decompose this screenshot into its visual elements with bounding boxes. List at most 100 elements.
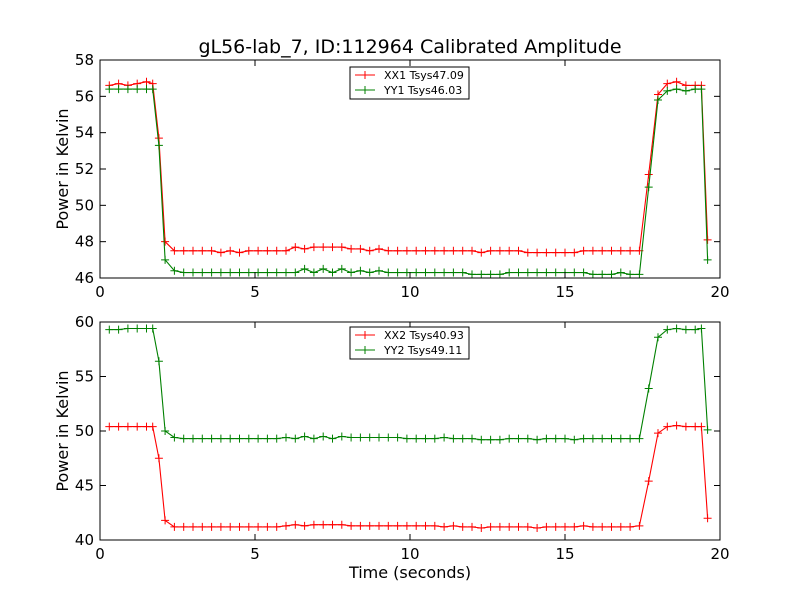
data-point [430,434,439,443]
data-point [282,521,290,530]
data-point [542,434,551,443]
data-point [216,268,225,277]
data-point [505,268,514,277]
data-point [235,248,244,257]
data-point [272,246,281,255]
data-point [123,85,132,94]
data-point [588,434,597,443]
data-point [598,270,607,278]
data-point [337,243,346,252]
data-point [412,268,421,277]
x-tick-label: 10 [400,283,419,301]
legend-label: XX2 Tsys40.93 [384,329,464,342]
data-point [170,433,179,442]
data-point [654,95,662,104]
data-point [598,434,607,443]
plot-area [105,324,712,533]
data-point [703,425,712,434]
data-point [347,244,356,253]
data-point [170,246,179,255]
chart-title: gL56-lab_7, ID:112964 Calibrated Amplitu… [198,36,621,58]
y-tick-label: 45 [75,477,94,495]
data-point [449,521,458,530]
data-point [263,246,272,255]
data-point [533,248,542,257]
data-point [412,434,421,443]
data-point [570,268,579,277]
data-point [189,434,197,443]
data-point [244,246,253,255]
data-point [384,433,393,442]
data-point [309,520,318,529]
plot-area [105,77,712,278]
data-point [207,246,216,255]
data-point [579,246,588,255]
data-point [207,434,216,443]
bottom-panel: 0 5 10 15 20 40 45 50 55 60 Power in Kelvin Time (s… [53,313,730,582]
series-line-1-1 [109,81,709,254]
data-point [179,522,188,531]
data-point [616,522,625,531]
data-point [337,432,346,441]
data-point [533,435,542,444]
y-tick-label: 46 [75,269,94,287]
data-point [402,246,411,255]
data-point [402,434,411,443]
x-tick-label: 5 [250,283,260,301]
data-point [523,268,532,277]
data-point [468,522,476,531]
data-point [123,422,132,431]
data-point [319,243,328,252]
data-point [477,524,486,533]
data-point [421,434,430,443]
data-point [495,522,504,531]
data-point [579,268,588,277]
data-point [533,268,542,277]
data-point [681,422,690,431]
data-point [542,248,551,257]
data-point [654,429,662,438]
data-point [216,434,225,443]
data-point [207,522,216,531]
data-point [319,432,328,441]
data-point [244,522,253,531]
data-point [495,246,504,255]
data-point [365,246,374,255]
data-point [291,268,300,277]
data-point [644,477,653,486]
data-point [235,522,244,531]
data-point [477,435,486,444]
data-point [607,270,616,278]
data-point [644,170,653,179]
data-point [161,516,170,525]
data-point [514,246,523,255]
legend-marker [361,71,369,79]
data-point [154,141,163,150]
y-tick-label: 58 [75,51,94,69]
data-point [282,268,290,277]
data-point [402,521,411,530]
data-point [263,268,272,277]
data-point [226,522,235,531]
data-point [198,522,207,531]
data-point [282,246,290,255]
data-point [337,264,346,273]
data-point [449,268,458,277]
data-point [561,522,569,531]
data-point [616,268,625,277]
data-point [328,268,337,277]
data-point [561,434,569,443]
data-point [347,521,356,530]
data-point [430,246,439,255]
y-tick-label: 50 [75,422,94,440]
data-point [421,246,430,255]
y-tick-label: 50 [75,196,94,214]
data-point [607,434,616,443]
data-point [533,524,542,533]
data-point [579,521,588,530]
data-point [570,435,579,444]
data-point [154,357,163,366]
data-point [356,521,365,530]
data-point [486,270,495,278]
data-point [458,268,467,277]
